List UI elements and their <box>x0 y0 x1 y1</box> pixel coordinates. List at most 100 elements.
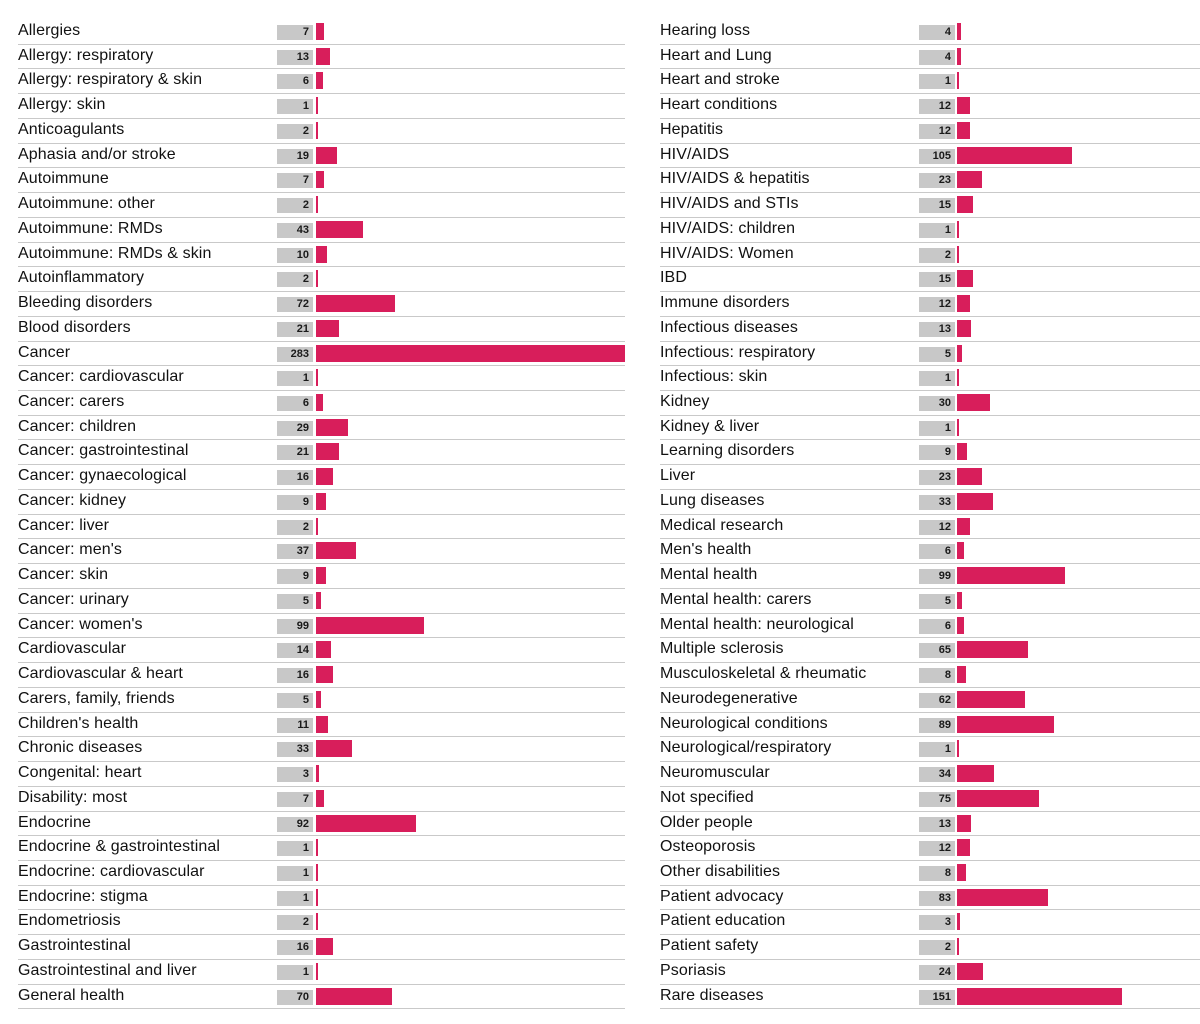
bar <box>957 319 972 337</box>
category-label: Neurodegenerative <box>660 689 798 707</box>
bar <box>316 567 326 585</box>
value-label: 6 <box>277 396 313 412</box>
bar <box>957 517 971 535</box>
category-label: Cancer: kidney <box>18 491 127 509</box>
value-label: 99 <box>277 618 313 634</box>
bar <box>316 47 331 65</box>
bar-row: Infectious diseases 13 <box>660 317 1200 342</box>
category-label: Mental health <box>660 566 758 584</box>
category-label: Gastrointestinal <box>18 937 131 955</box>
category-label: Cancer: skin <box>18 566 109 584</box>
bar-row: Patient education 3 <box>660 910 1200 936</box>
value-label: 70 <box>277 989 313 1005</box>
bar-row: Cancer: kidney 9 <box>18 490 625 515</box>
bar-row: Heart and stroke 1 <box>660 69 1200 95</box>
category-label: Cancer: liver <box>18 516 110 534</box>
value-label: 3 <box>919 915 955 931</box>
bar <box>316 517 319 535</box>
bar-row: Infectious: skin 1 <box>660 366 1200 392</box>
value-label: 19 <box>277 148 313 164</box>
bar-row: Autoimmune: RMDs & skin 10 <box>18 243 625 268</box>
bar <box>316 789 324 807</box>
bar-row: Gastrointestinal 16 <box>18 935 625 960</box>
value-label: 105 <box>919 148 955 164</box>
bar <box>316 344 625 362</box>
value-label: 29 <box>277 420 313 436</box>
value-label: 6 <box>919 544 955 560</box>
bar <box>957 789 1039 807</box>
value-label: 1 <box>919 371 955 387</box>
bar-row: Cancer: men's 37 <box>18 539 625 565</box>
category-label: Cardiovascular & heart <box>18 665 183 683</box>
bar <box>957 765 995 783</box>
category-label: Patient advocacy <box>660 887 784 905</box>
bar <box>957 369 959 387</box>
bar <box>316 616 425 634</box>
category-label: Cancer: gynaecological <box>18 467 187 485</box>
bar-row: Allergy: respiratory 13 <box>18 45 625 70</box>
value-label: 99 <box>919 569 955 585</box>
chart-panel-right: Hearing loss 4 Heart and Lung 4 Heart and st… <box>660 20 1200 1010</box>
bar <box>316 913 319 931</box>
bar <box>316 369 318 387</box>
bar <box>316 23 324 40</box>
bar-row: Cancer: skin 9 <box>18 564 625 589</box>
bar-row: Other disabilities 8 <box>660 861 1200 886</box>
bar-row: Patient safety 2 <box>660 935 1200 960</box>
category-label: Children's health <box>18 714 139 732</box>
value-label: 3 <box>277 767 313 783</box>
bar <box>957 270 974 288</box>
bar-row: Neurodegenerative 62 <box>660 688 1200 713</box>
bar-row: Psoriasis 24 <box>660 960 1200 985</box>
category-label: Cancer: gastrointestinal <box>18 442 189 460</box>
value-label: 6 <box>277 74 313 90</box>
category-label: Immune disorders <box>660 294 790 312</box>
value-label: 12 <box>919 123 955 139</box>
category-label: Endocrine & gastrointestinal <box>18 838 221 856</box>
bar-row: HIV/AIDS & hepatitis 23 <box>660 168 1200 194</box>
bar <box>957 245 960 263</box>
value-label: 8 <box>919 865 955 881</box>
bar <box>957 715 1055 733</box>
bar <box>957 863 966 881</box>
bar-row: Not specified 75 <box>660 787 1200 812</box>
category-label: Psoriasis <box>660 961 726 979</box>
bar-row: Older people 13 <box>660 812 1200 837</box>
value-label: 43 <box>277 222 313 238</box>
value-label: 23 <box>919 173 955 189</box>
bar <box>316 690 322 708</box>
bar <box>957 987 1122 1005</box>
bar-row: Disability: most 7 <box>18 787 625 812</box>
bar-row: Congenital: heart 3 <box>18 762 625 787</box>
bar-row: Heart and Lung 4 <box>660 45 1200 70</box>
bar-row: Neuromuscular 34 <box>660 762 1200 787</box>
category-label: Cardiovascular <box>18 640 127 658</box>
bar-row: Allergy: respiratory & skin 6 <box>18 69 625 95</box>
bar <box>957 344 963 362</box>
value-label: 23 <box>919 470 955 486</box>
bar-row: Cancer: gynaecological 16 <box>18 465 625 490</box>
value-label: 34 <box>919 767 955 783</box>
bar <box>957 962 984 980</box>
bar <box>957 814 972 832</box>
category-label: Disability: most <box>18 788 128 806</box>
category-label: Neurological conditions <box>660 714 828 732</box>
category-label: IBD <box>660 269 687 287</box>
category-label: Not specified <box>660 788 754 806</box>
bar <box>316 962 318 980</box>
bar <box>316 888 318 906</box>
value-label: 4 <box>919 25 955 40</box>
bar <box>957 394 990 412</box>
value-label: 12 <box>919 99 955 115</box>
bar <box>316 245 327 263</box>
category-label: Autoimmune: RMDs <box>18 219 163 237</box>
bar-row: Cancer: urinary 5 <box>18 589 625 614</box>
bar-row: HIV/AIDS and STIs 15 <box>660 193 1200 218</box>
chart-panel-left: Allergies 7 Allergy: respiratory 13 Allergy:… <box>18 20 625 1010</box>
bar <box>316 121 319 139</box>
value-label: 1 <box>919 222 955 238</box>
bar <box>316 938 334 956</box>
bar-row: Chronic diseases 33 <box>18 737 625 763</box>
category-label: Kidney <box>660 393 710 411</box>
value-label: 1 <box>277 371 313 387</box>
